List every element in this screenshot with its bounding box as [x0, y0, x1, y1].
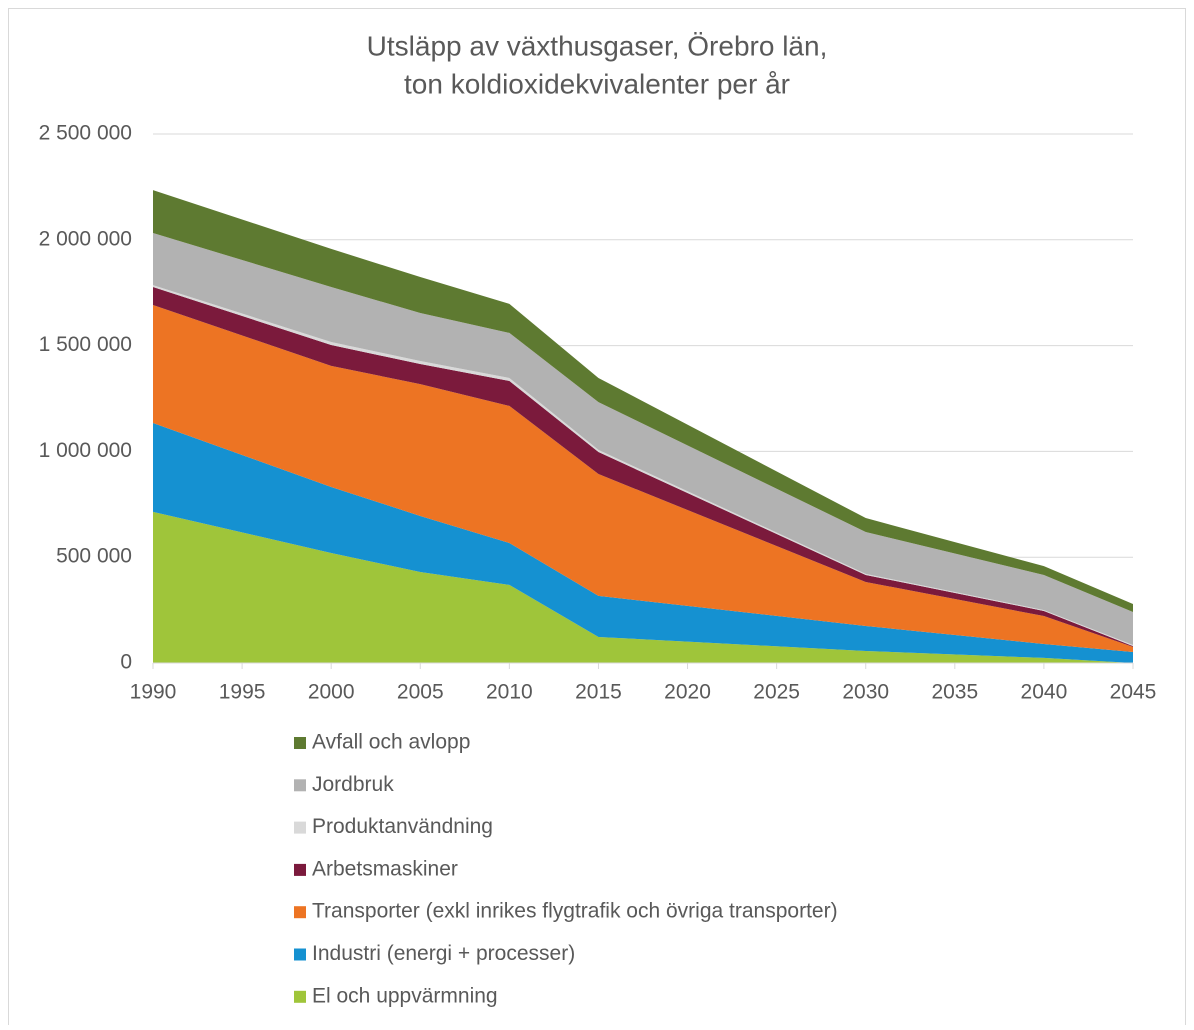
area	[153, 511, 1133, 663]
legend-label: Transporter (exkl inrikes flygtrafik och…	[312, 900, 838, 923]
x-tick-label: 2040	[1021, 681, 1068, 704]
y-tick-label: 2 500 000	[39, 122, 132, 145]
legend-swatch	[294, 863, 306, 876]
legend-label: Arbetsmaskiner	[312, 857, 458, 880]
y-tick-label: 500 000	[56, 545, 132, 568]
x-tick-label: 1990	[130, 681, 177, 704]
x-tick-label: 2020	[664, 681, 711, 704]
x-tick-label: 2035	[931, 681, 978, 704]
area	[153, 304, 1133, 652]
legend-swatch	[294, 821, 306, 834]
x-tick-label: 2010	[486, 681, 533, 704]
x-tick-label: 1995	[219, 681, 266, 704]
x-tick-label: 2025	[753, 681, 800, 704]
legend-label: El och uppvärmning	[312, 984, 498, 1007]
y-tick-label: 1 500 000	[39, 333, 132, 356]
x-tick-label: 2005	[397, 681, 444, 704]
x-tick-label: 2030	[842, 681, 889, 704]
y-tick-label: 1 000 000	[39, 439, 132, 462]
legend-label: Industri (energi + processer)	[312, 942, 575, 965]
legend-label: Produktanvändning	[312, 815, 493, 838]
x-tick-label: 2045	[1110, 681, 1157, 704]
area	[153, 286, 1133, 647]
x-tick-label: 2000	[308, 681, 355, 704]
legend-swatch	[294, 906, 306, 919]
legend-label: Jordbruk	[312, 773, 394, 796]
chart-title: ton koldioxidekvivalenter per år	[404, 68, 790, 99]
x-tick-label: 2015	[575, 681, 622, 704]
chart-title: Utsläpp av växthusgaser, Örebro län,	[367, 30, 828, 61]
legend-swatch	[294, 737, 306, 749]
y-tick-label: 2 000 000	[39, 227, 132, 250]
y-tick-label: 0	[120, 651, 132, 674]
area	[153, 190, 1133, 613]
area	[153, 423, 1133, 663]
legend-label: Avfall och avlopp	[312, 731, 470, 754]
legend-swatch	[294, 779, 306, 792]
area	[153, 233, 1133, 646]
legend-swatch	[294, 990, 306, 1003]
legend-swatch	[294, 948, 306, 961]
